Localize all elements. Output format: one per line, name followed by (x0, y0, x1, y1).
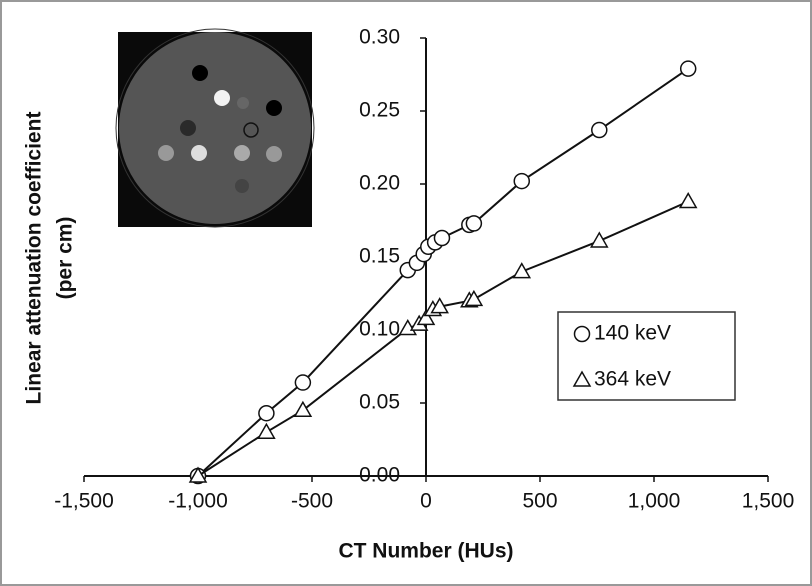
y-tick-label: 0.15 (359, 245, 400, 268)
x-axis-label: CT Number (HUs) (338, 540, 513, 563)
legend-marker (575, 327, 590, 342)
x-tick-label: -500 (291, 490, 333, 513)
data-point (466, 216, 481, 231)
inset-image (116, 29, 314, 227)
data-point (592, 122, 607, 137)
data-point (514, 174, 529, 189)
x-tick-label: -1,500 (54, 490, 114, 513)
x-tick-label: 500 (522, 490, 557, 513)
x-tick-label: 0 (420, 490, 432, 513)
y-tick-label: 0.25 (359, 99, 400, 122)
y-axis-label: (per cm) (54, 217, 77, 300)
chart: CT Number (HUs) Linear attenuation coeff… (0, 0, 812, 586)
x-tick-label: 1,000 (628, 490, 681, 513)
y-tick-label: 0.30 (359, 26, 400, 49)
legend-label: 140 keV (594, 322, 671, 345)
y-tick-label: 0.20 (359, 172, 400, 195)
y-tick-label: 0.00 (359, 464, 400, 487)
data-point (434, 231, 449, 246)
x-tick-label: 1,500 (742, 490, 795, 513)
y-tick-label: 0.05 (359, 391, 400, 414)
y-axis-label: Linear attenuation coefficient (23, 112, 46, 405)
data-point (295, 375, 310, 390)
data-point (681, 61, 696, 76)
data-point (259, 406, 274, 421)
y-tick-label: 0.10 (359, 318, 400, 341)
x-tick-label: -1,000 (168, 490, 228, 513)
legend-label: 364 keV (594, 368, 671, 391)
